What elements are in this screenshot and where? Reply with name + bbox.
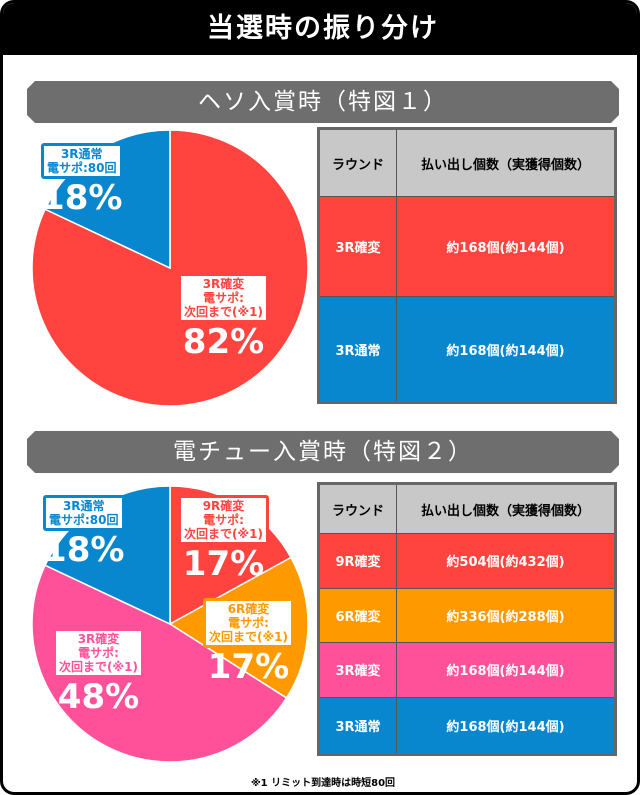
cell-payout: 約168個(約144個) xyxy=(396,696,616,756)
slice-label-box: 3R確変 電サポ: 次回まで(※1) xyxy=(178,273,269,323)
slice-label-line: 次回まで(※1) xyxy=(59,660,138,674)
slice-label: 3R確変 電サポ: 次回まで(※1) 82% xyxy=(178,273,269,361)
slice-label-line: 電サポ: xyxy=(78,646,119,660)
table-row: 3R確変 約168個(約144個) xyxy=(318,195,616,298)
payout-table-2: ラウンド 払い出し個数（実獲得個数） 9R確変 約504個(約432個) 6R確変 約33… xyxy=(317,482,617,756)
table-row: 6R確変 約336個(約288個) xyxy=(318,587,616,644)
table-header-row: ラウンド 払い出し個数（実獲得個数） xyxy=(318,483,616,534)
slice-label-box: 3R通常 電サポ:80回 xyxy=(41,143,123,179)
slice-label-line: 3R確変 xyxy=(77,632,120,646)
table-header-row: ラウンド 払い出し個数（実獲得個数） xyxy=(318,128,616,197)
slice-label-box: 9R確変 電サポ: 次回まで(※1) xyxy=(178,495,269,545)
slice-percent: 48% xyxy=(57,677,140,717)
slice-label-line: 電サポ: xyxy=(228,616,269,630)
slice-label-line: 次回まで(※1) xyxy=(184,305,263,319)
cell-round: 3R確変 xyxy=(318,195,397,298)
pie-slice xyxy=(31,129,309,407)
cell-payout: 約168個(約144個) xyxy=(396,642,616,698)
slice-percent: 18% xyxy=(43,530,125,570)
slice-label: 3R通常 電サポ:80回 18% xyxy=(41,143,123,217)
table-row: 3R通常 約168個(約144個) xyxy=(318,296,616,403)
slice-label: 9R確変 電サポ: 次回まで(※1) 17% xyxy=(178,495,269,583)
cell-payout: 約168個(約144個) xyxy=(396,195,616,298)
page-title: 当選時の振り分け xyxy=(3,3,637,55)
cell-round: 3R確変 xyxy=(318,642,397,698)
slice-label: 3R通常 電サポ:80回 18% xyxy=(43,495,125,569)
slice-label-line: 次回まで(※1) xyxy=(184,527,263,541)
slice-label-line: 電サポ:80回 xyxy=(49,513,119,527)
slice-percent: 18% xyxy=(41,178,123,218)
section-heading-2: 電チュー入賞時（特図２） xyxy=(27,431,619,473)
cell-payout: 約168個(約144個) xyxy=(396,296,616,403)
slice-label-line: 電サポ: xyxy=(203,291,244,305)
slice-label-line: 電サポ: xyxy=(203,513,244,527)
slice-percent: 17% xyxy=(207,647,290,687)
cell-payout: 約336個(約288個) xyxy=(396,587,616,644)
slice-label-line: 9R確変 xyxy=(202,499,245,513)
column-header: ラウンド xyxy=(318,483,397,534)
table-row: 3R確変 約168個(約144個) xyxy=(318,642,616,698)
slice-label-line: 3R通常 xyxy=(60,147,103,161)
cell-round: 3R通常 xyxy=(318,696,397,756)
column-header: ラウンド xyxy=(318,128,397,197)
slice-label-line: 6R確変 xyxy=(227,602,270,616)
table-row: 9R確変 約504個(約432個) xyxy=(318,533,616,589)
column-header: 払い出し個数（実獲得個数） xyxy=(396,483,616,534)
slice-label: 6R確変 電サポ: 次回まで(※1) 17% xyxy=(203,598,294,686)
cell-round: 6R確変 xyxy=(318,587,397,644)
slice-label-line: 3R通常 xyxy=(62,499,105,513)
cell-round: 3R通常 xyxy=(318,296,397,403)
slice-label-line: 次回まで(※1) xyxy=(209,630,288,644)
slice-percent: 17% xyxy=(182,544,265,584)
slice-label-box: 3R確変 電サポ: 次回まで(※1) xyxy=(53,628,144,678)
footnote: ※1 リミット到達時は時短80回 xyxy=(250,778,396,789)
slice-label-box: 3R通常 電サポ:80回 xyxy=(43,495,125,531)
slice-label-line: 電サポ:80回 xyxy=(47,161,117,175)
table-row: 3R通常 約168個(約144個) xyxy=(318,696,616,756)
section-heading-1: ヘソ入賞時（特図１） xyxy=(27,81,619,123)
slice-label-box: 6R確変 電サポ: 次回まで(※1) xyxy=(203,598,294,648)
pie-slice xyxy=(31,564,288,763)
pie-chart-1 xyxy=(31,129,309,407)
cell-payout: 約504個(約432個) xyxy=(396,533,616,589)
slice-label: 3R確変 電サポ: 次回まで(※1) 48% xyxy=(53,628,144,716)
slice-percent: 82% xyxy=(182,322,265,362)
column-header: 払い出し個数（実獲得個数） xyxy=(396,128,616,197)
cell-round: 9R確変 xyxy=(318,533,397,589)
payout-table-1: ラウンド 払い出し個数（実獲得個数） 3R確変 約168個(約144個) 3R通常 約16… xyxy=(317,127,617,404)
slice-label-line: 3R確変 xyxy=(202,277,245,291)
